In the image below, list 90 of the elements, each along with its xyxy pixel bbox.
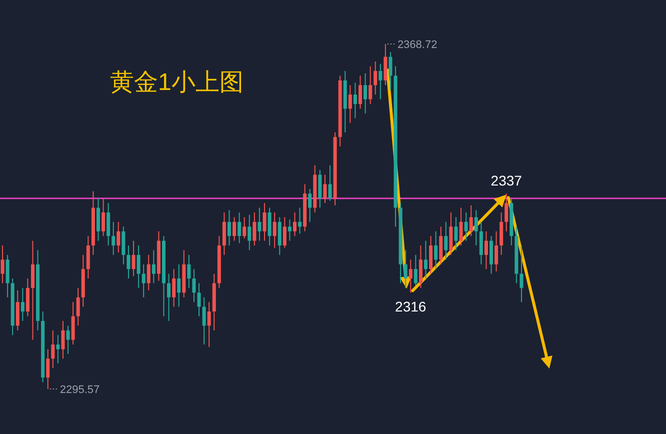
candlestick [358, 75, 362, 110]
candlestick [202, 296, 206, 346]
candlestick [96, 198, 100, 242]
candlestick [26, 278, 30, 317]
annotation: 2337 [490, 172, 522, 189]
candlestick [504, 193, 508, 232]
candlestick [323, 174, 327, 204]
candlestick [278, 216, 282, 256]
candlestick [469, 204, 473, 237]
candlestick [207, 302, 211, 348]
annotation: 2368.72 [397, 39, 438, 51]
candlestick [102, 198, 106, 237]
annotation: 2316 [395, 298, 426, 315]
candlestick [328, 164, 332, 202]
candlestick [272, 212, 276, 248]
candlestick [187, 254, 191, 288]
candlestick [126, 244, 130, 279]
candlestick [132, 240, 136, 277]
candlestick [16, 290, 20, 331]
candlestick [308, 188, 312, 222]
candlestick [0, 244, 4, 284]
candlestick [66, 325, 70, 354]
candlestick [444, 221, 448, 260]
candlestick [489, 236, 494, 274]
candlestick [414, 254, 418, 286]
candlestick [56, 334, 60, 364]
candlestick [474, 210, 478, 246]
candlestick [106, 202, 110, 246]
candlestick [227, 210, 232, 246]
candlestick [248, 214, 252, 251]
candlestick [384, 44, 388, 86]
candlestick [51, 330, 55, 369]
candlestick [479, 221, 483, 265]
candlestick [258, 207, 262, 242]
candlestick [418, 244, 422, 288]
candlestick [136, 244, 140, 288]
candlestick [449, 212, 453, 256]
candlestick [268, 207, 272, 246]
candlestick [484, 230, 488, 270]
candlestick [520, 244, 524, 303]
candlestick [364, 72, 368, 114]
candlestick [142, 264, 146, 298]
candlestick [222, 212, 226, 256]
candlestick [500, 212, 504, 256]
candlestick [454, 216, 458, 251]
candlestick [439, 226, 443, 265]
candlestick [172, 268, 176, 308]
candlestick [30, 240, 35, 340]
candlestick [404, 250, 408, 288]
candlestick [152, 250, 156, 284]
candlestick [192, 268, 196, 303]
candlestick [122, 226, 126, 265]
candlestick [282, 216, 286, 248]
candlestick [146, 254, 150, 291]
candlestick [353, 82, 357, 119]
candlestick [238, 212, 242, 244]
candlestick [429, 236, 433, 274]
candlestick [232, 216, 236, 242]
candlestick [388, 52, 392, 90]
candlestick [378, 63, 382, 100]
candlestick [318, 170, 322, 208]
candlestick [262, 202, 266, 242]
candlestick [408, 259, 412, 294]
candlestick [288, 219, 292, 242]
candlestick [197, 282, 201, 317]
candlestick [298, 207, 302, 234]
candlestick [20, 287, 24, 322]
candlestick [116, 221, 120, 254]
text: 黄金1小上图 [110, 69, 244, 96]
candlestick [177, 264, 181, 308]
candlestick [368, 66, 372, 104]
candlestick [459, 207, 463, 246]
candlestick [112, 221, 116, 256]
candlestick [464, 212, 468, 242]
candlestick [76, 287, 80, 326]
candlestick [494, 230, 498, 272]
candlestick [86, 236, 90, 279]
candlestick [242, 216, 246, 239]
candlestick [167, 273, 171, 322]
candlestick [434, 230, 438, 270]
annotation: 2295.57 [60, 384, 100, 396]
candlestick [6, 254, 10, 298]
candlestick [348, 84, 352, 124]
candlestick [61, 320, 65, 360]
candlestick [292, 212, 297, 237]
candlestick [71, 302, 75, 346]
candlestick [46, 348, 50, 390]
candlestick [424, 240, 428, 279]
candlestick [252, 212, 256, 246]
candlestick [374, 61, 378, 96]
